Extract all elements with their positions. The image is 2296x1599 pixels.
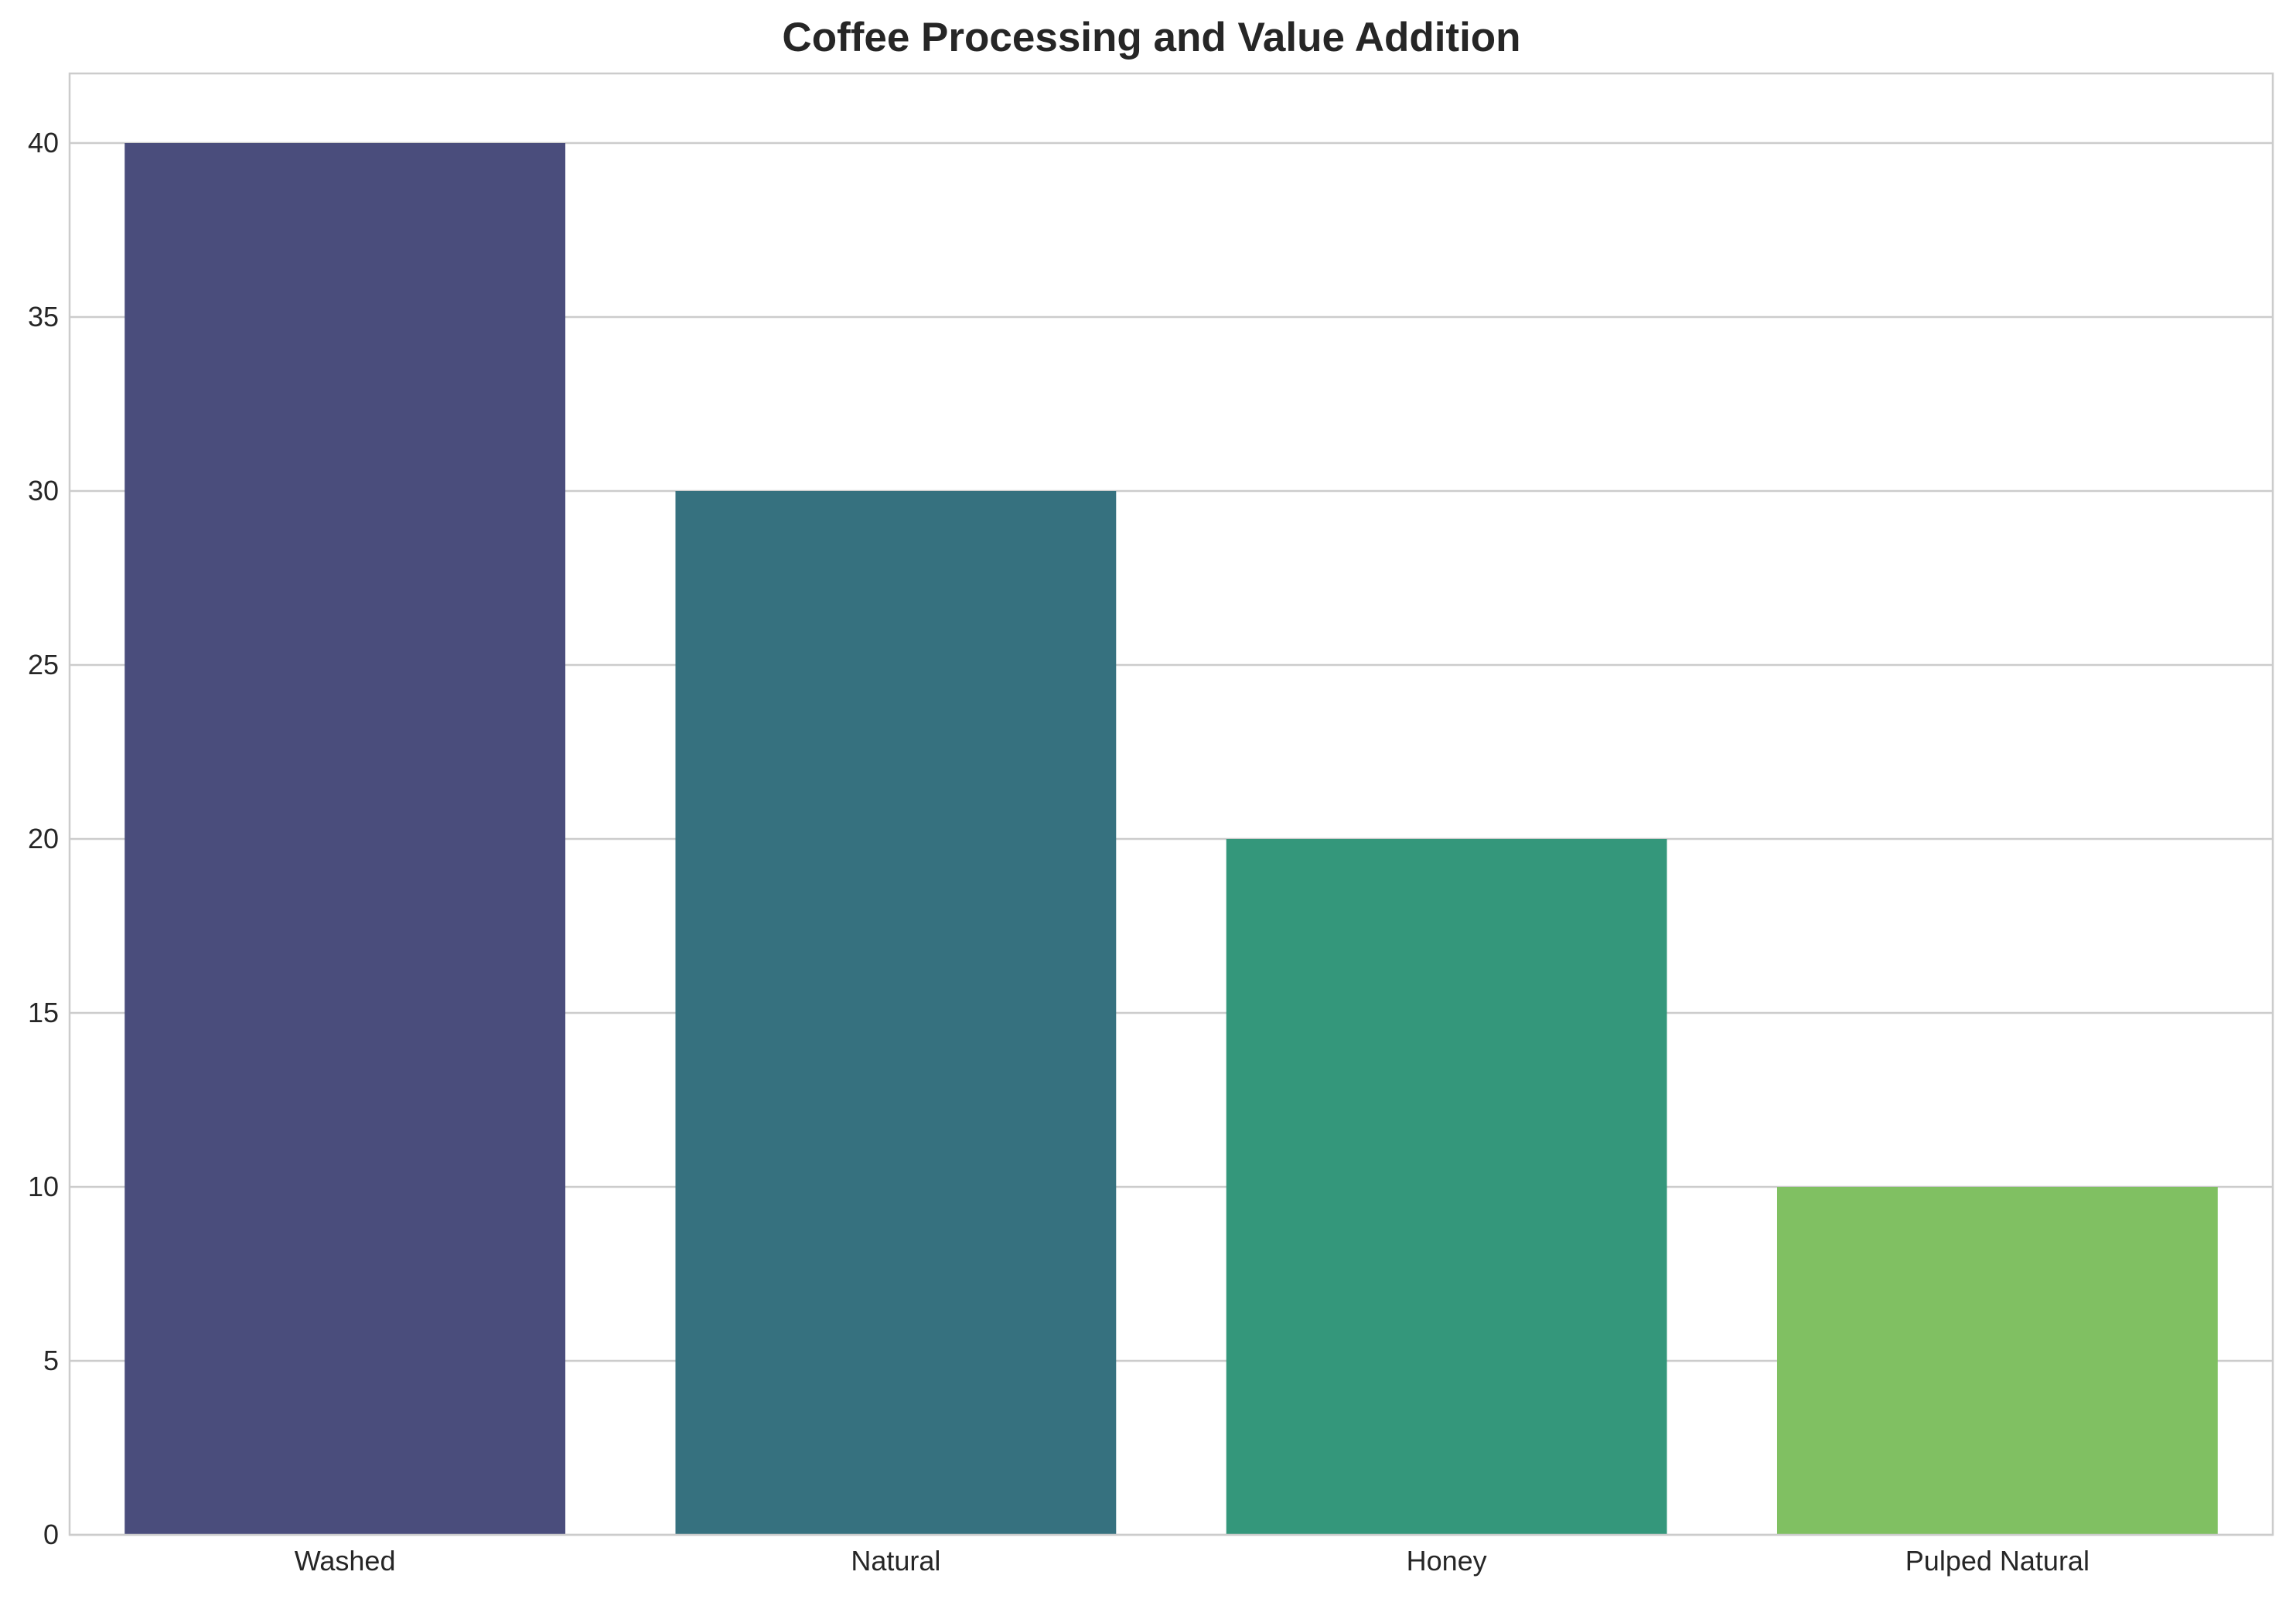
bars bbox=[125, 143, 2218, 1535]
x-tick-label: Natural bbox=[851, 1545, 940, 1577]
y-tick-label: 0 bbox=[43, 1519, 59, 1550]
y-tick-label: 10 bbox=[28, 1171, 59, 1202]
plot-frame bbox=[68, 72, 2274, 1536]
y-tick-label: 25 bbox=[28, 649, 59, 680]
x-tick-label: Pulped Natural bbox=[1905, 1545, 2090, 1577]
x-axis-ticks: Washed Natural Honey Pulped Natural bbox=[295, 1545, 2090, 1577]
y-tick-label: 20 bbox=[28, 823, 59, 854]
y-tick-label: 15 bbox=[28, 997, 59, 1028]
bar-pulped-natural bbox=[1776, 1187, 2218, 1535]
x-tick-label: Washed bbox=[295, 1545, 396, 1577]
y-tick-label: 5 bbox=[43, 1345, 59, 1376]
bar-natural bbox=[675, 491, 1117, 1535]
y-axis-ticks: 0 5 10 15 20 25 30 35 40 bbox=[28, 127, 59, 1550]
x-tick-label: Honey bbox=[1407, 1545, 1487, 1577]
y-tick-label: 35 bbox=[28, 301, 59, 332]
bar-washed bbox=[125, 143, 566, 1535]
y-tick-label: 40 bbox=[28, 127, 59, 159]
y-tick-label: 30 bbox=[28, 475, 59, 506]
chart-title: Coffee Processing and Value Addition bbox=[782, 15, 1520, 60]
bar-honey bbox=[1226, 839, 1667, 1535]
